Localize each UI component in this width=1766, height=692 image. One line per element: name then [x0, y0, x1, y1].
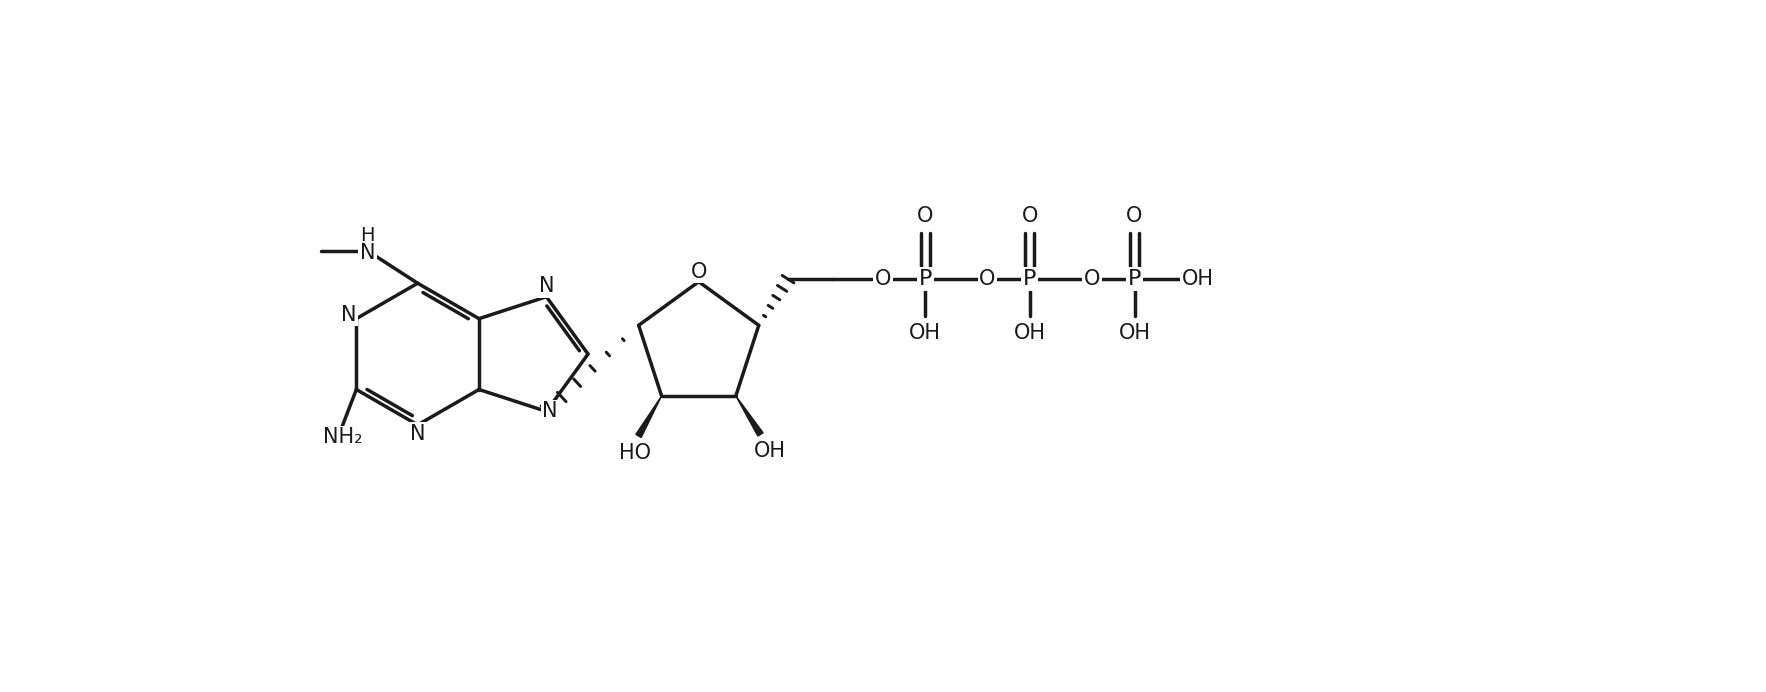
Text: HO: HO [618, 443, 650, 463]
Text: OH: OH [909, 323, 941, 343]
Text: P: P [918, 269, 932, 289]
Text: NH₂: NH₂ [323, 427, 362, 447]
Polygon shape [736, 396, 763, 436]
Text: H: H [360, 226, 374, 245]
Text: P: P [1128, 269, 1141, 289]
Text: OH: OH [1118, 323, 1150, 343]
Text: P: P [1023, 269, 1037, 289]
Text: O: O [1084, 269, 1100, 289]
Text: N: N [539, 276, 555, 296]
Text: OH: OH [754, 441, 786, 462]
Text: O: O [980, 269, 996, 289]
Text: O: O [691, 262, 706, 282]
Text: N: N [410, 424, 426, 444]
Text: O: O [917, 206, 932, 226]
Text: N: N [360, 243, 376, 263]
Text: O: O [1021, 206, 1038, 226]
Text: N: N [341, 304, 357, 325]
Text: O: O [1127, 206, 1143, 226]
Text: N: N [542, 401, 558, 421]
Polygon shape [636, 396, 662, 437]
Text: OH: OH [1014, 323, 1045, 343]
Text: O: O [874, 269, 890, 289]
Text: OH: OH [1181, 269, 1213, 289]
